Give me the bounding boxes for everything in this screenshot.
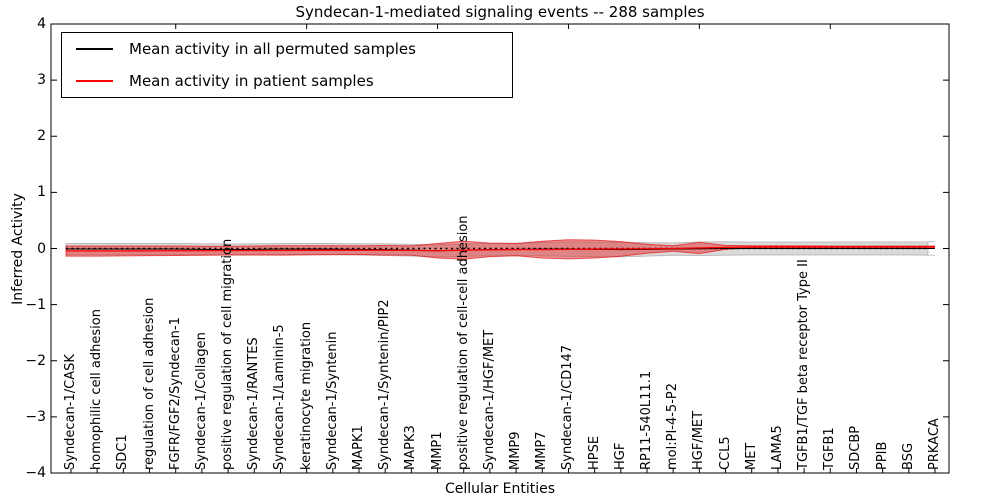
x-category-label: HPSE (586, 435, 602, 470)
y-tick-label: 3 (37, 72, 46, 89)
legend-label-patient: Mean activity in patient samples (129, 72, 374, 90)
x-category-label: MET (743, 442, 759, 470)
legend-entry-patient: Mean activity in patient samples (62, 65, 512, 97)
x-category-label: PRKACA (927, 418, 942, 470)
x-category-label: MMP1 (429, 431, 445, 470)
permuted-line-swatch (76, 48, 113, 50)
x-category-label: RP11-540L11.1 (639, 370, 654, 470)
x-category-label: BSG (900, 442, 916, 470)
y-tick-label: 1 (37, 184, 46, 201)
x-category-label: Syndecan-1/HGF/MET (481, 329, 497, 470)
x-category-label: CCL5 (717, 436, 733, 470)
x-category-label: PPIB (874, 441, 890, 470)
y-tick-label: 0 (37, 240, 46, 257)
y-tick-label: −4 (25, 465, 46, 481)
x-category-label: mol:PI-4-5-P2 (665, 382, 681, 470)
x-category-label: HGF (612, 442, 628, 470)
x-category-label: TGFB1 (822, 427, 838, 470)
x-category-label: regulation of cell adhesion (141, 297, 157, 470)
x-category-label: Syndecan-1/Collagen (193, 332, 209, 470)
legend-box: Mean activity in all permuted samples Me… (61, 32, 513, 98)
x-category-label: LAMA5 (769, 425, 785, 470)
legend-entry-permuted: Mean activity in all permuted samples (62, 33, 512, 65)
x-category-label: FGFR/FGF2/Syndecan-1 (167, 317, 183, 470)
x-category-label: MMP7 (534, 431, 550, 470)
x-category-label: Syndecan-1/CASK (63, 354, 78, 470)
x-category-label: MAPK1 (351, 425, 366, 470)
x-category-label: TGFB1/TGF beta receptor Type II (796, 259, 812, 470)
y-tick-label: −2 (25, 352, 46, 369)
y-tick-label: −3 (25, 408, 46, 425)
x-category-label: positive regulation of cell migration (220, 238, 236, 470)
y-tick-label: 2 (37, 128, 46, 145)
x-category-label: keratinocyte migration (298, 321, 314, 470)
legend-label-permuted: Mean activity in all permuted samples (129, 40, 416, 58)
x-category-label: Syndecan-1/Syntenin (324, 331, 340, 471)
x-axis-label: Cellular Entities (444, 481, 556, 497)
x-category-label: Syndecan-1/Laminin-5 (272, 324, 288, 470)
chart-title: Syndecan-1-mediated signaling events -- … (295, 3, 705, 21)
y-tick-label: −1 (25, 296, 46, 313)
x-category-label: MMP9 (508, 431, 524, 470)
patient-mean-line (66, 246, 935, 252)
x-category-label: positive regulation of cell-cell adhesio… (455, 215, 471, 470)
x-category-label: MAPK3 (403, 425, 419, 470)
patient-line-swatch (76, 80, 113, 82)
x-category-label: HGF/MET (691, 410, 707, 470)
x-category-label: Syndecan-1/CD147 (560, 344, 576, 470)
x-category-label: Syndecan-1/RANTES (246, 337, 262, 470)
x-category-label: homophilic cell adhesion (89, 309, 105, 470)
x-category-label: SDCBP (848, 425, 864, 470)
y-tick-label: 4 (37, 16, 46, 32)
x-category-label: SDC1 (115, 434, 131, 470)
x-category-label: Syndecan-1/Syntenin/PIP2 (377, 299, 393, 470)
